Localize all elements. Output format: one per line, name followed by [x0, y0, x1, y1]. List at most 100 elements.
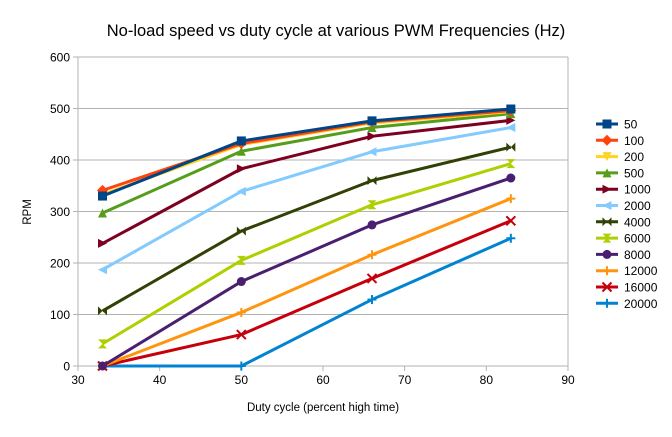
- x-axis-label: Duty cycle (percent high time): [247, 402, 399, 414]
- legend-item-16000: 16000: [596, 281, 658, 295]
- grid-lines: [78, 56, 568, 367]
- data-point: [236, 277, 246, 287]
- series-line: [102, 236, 512, 368]
- series-4000: [98, 142, 516, 316]
- legend-marker: [602, 266, 612, 276]
- series-16000: [97, 215, 517, 372]
- legend-item-8000: 8000: [596, 248, 651, 262]
- y-tick-label: 100: [50, 308, 70, 322]
- legend-item-200: 200: [596, 150, 644, 164]
- data-point: [236, 164, 246, 174]
- series-line: [102, 219, 512, 368]
- data-point: [236, 226, 246, 236]
- legend-label: 50: [624, 118, 638, 132]
- x-tick-label: 50: [235, 373, 249, 387]
- legend-label: 2000: [624, 199, 651, 213]
- legend-label: 8000: [624, 248, 651, 262]
- y-tick-label: 500: [50, 102, 70, 116]
- data-point: [367, 123, 377, 133]
- legend-marker: [602, 119, 612, 129]
- data-point: [98, 306, 107, 316]
- data-point: [367, 200, 377, 210]
- legend-label: 20000: [624, 297, 658, 311]
- legend-item-20000: 20000: [596, 297, 658, 311]
- x-tick-label: 40: [153, 373, 167, 387]
- legend-item-6000: 6000: [596, 232, 651, 246]
- legend-marker: [602, 249, 612, 259]
- series-6000: [98, 159, 516, 349]
- y-tick-label: 0: [63, 360, 70, 374]
- series-line: [101, 145, 512, 313]
- series-2000: [98, 123, 516, 275]
- legend-marker: [602, 152, 612, 162]
- legend-label: 12000: [624, 264, 658, 278]
- data-point: [236, 146, 246, 156]
- data-point: [367, 295, 377, 305]
- legend-item-100: 100: [596, 134, 644, 148]
- data-point: [506, 104, 516, 114]
- series-line: [101, 176, 512, 368]
- data-point: [98, 361, 107, 371]
- data-point: [506, 159, 516, 169]
- series-line: [101, 197, 512, 368]
- legend-marker: [602, 201, 612, 210]
- series-500: [98, 109, 516, 218]
- data-point: [236, 361, 246, 371]
- series-50: [98, 104, 516, 201]
- legend-label: 100: [624, 134, 644, 148]
- axes: 0 100 200 300 400 500 600 30 40 50 60 70 80 90: [50, 51, 575, 388]
- series-line: [101, 162, 512, 346]
- data-point: [367, 250, 377, 260]
- data-point: [366, 273, 378, 284]
- chart-title: No-load speed vs duty cycle at various P…: [107, 22, 566, 40]
- data-point: [506, 173, 516, 183]
- legend-marker: [601, 281, 613, 293]
- data-point: [98, 339, 107, 349]
- x-tick-label: 60: [316, 373, 330, 387]
- series-8000: [98, 173, 516, 371]
- y-tick-label: 600: [50, 51, 70, 65]
- y-tick-label: 200: [50, 257, 70, 271]
- legend-label: 4000: [624, 215, 651, 229]
- data-point: [506, 142, 516, 152]
- series-line: [102, 109, 511, 192]
- y-tick-label: 300: [50, 205, 70, 219]
- y-axis-label: RPM: [22, 199, 34, 225]
- data-point: [367, 116, 377, 126]
- data-point: [506, 233, 516, 243]
- series-line: [101, 107, 511, 198]
- data-point: [505, 215, 517, 226]
- data-point: [367, 131, 377, 141]
- series-line: [101, 112, 511, 215]
- legend-marker: [602, 217, 612, 227]
- data-point: [506, 123, 516, 133]
- legend-label: 200: [624, 150, 644, 164]
- legend-label: 6000: [624, 232, 651, 246]
- x-tick-label: 30: [71, 373, 85, 387]
- legend-marker: [602, 184, 612, 194]
- data-point: [367, 147, 377, 157]
- x-tick-label: 80: [480, 373, 494, 387]
- data-point: [506, 194, 516, 204]
- legend-item-2000: 2000: [596, 199, 651, 213]
- legend-item-1000: 1000: [596, 183, 651, 197]
- data-point: [236, 186, 246, 196]
- legend-marker: [602, 298, 612, 308]
- legend-item-4000: 4000: [596, 215, 651, 229]
- series-group: [97, 104, 517, 372]
- series-12000: [98, 194, 516, 371]
- legend-marker: [602, 168, 612, 178]
- legend-item-500: 500: [596, 166, 644, 180]
- series-1000: [98, 115, 516, 248]
- legend-label: 500: [624, 166, 644, 180]
- data-point: [236, 136, 246, 146]
- data-point: [367, 176, 377, 186]
- data-point: [236, 329, 247, 340]
- y-tick-label: 400: [50, 154, 70, 168]
- data-point: [98, 208, 107, 218]
- x-tick-label: 70: [398, 373, 412, 387]
- legend-label: 16000: [624, 281, 658, 295]
- x-tick-label: 90: [561, 373, 575, 387]
